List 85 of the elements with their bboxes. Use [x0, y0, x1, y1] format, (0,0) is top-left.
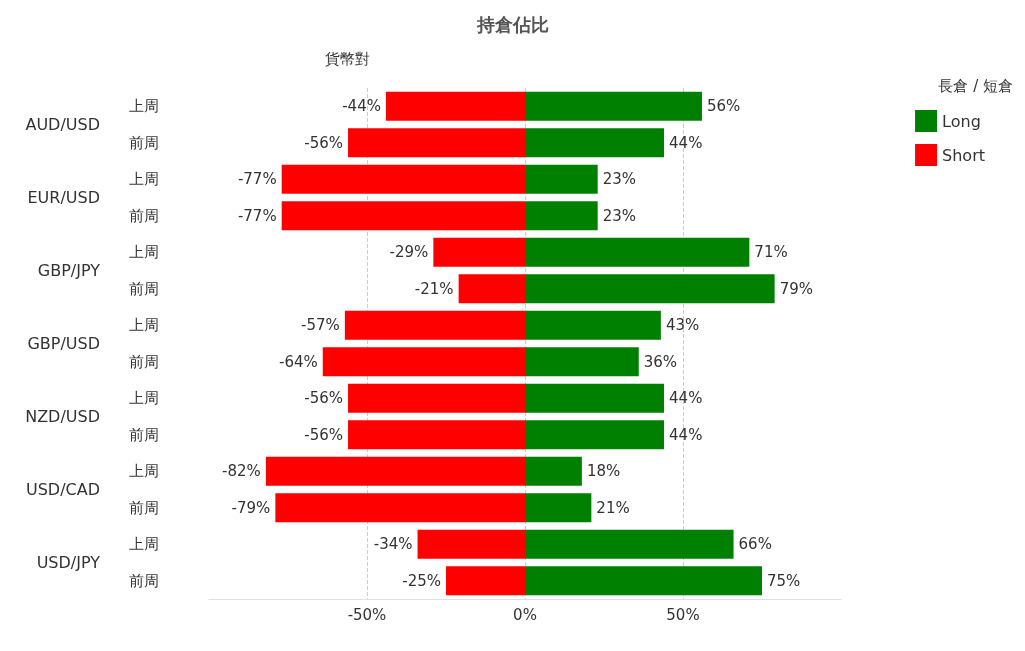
- data-label: -21%: [414, 279, 454, 298]
- bar: [281, 164, 525, 194]
- y-tick-label: 上周: [129, 462, 159, 481]
- bar: [525, 164, 598, 194]
- legend-label: Short: [942, 145, 985, 165]
- bar: [385, 91, 525, 121]
- bar: [265, 456, 525, 486]
- data-label: -56%: [304, 133, 344, 152]
- bar: [281, 201, 525, 231]
- data-label: -29%: [389, 243, 429, 262]
- data-label: 43%: [665, 316, 700, 335]
- y-tick-label: 上周: [129, 170, 159, 189]
- y-tick-label: 上周: [129, 389, 159, 408]
- text: GBP/JPY: [37, 261, 101, 280]
- bar: [525, 310, 661, 340]
- bar: [525, 237, 750, 267]
- text: EUR/USD: [27, 188, 100, 207]
- text: NZD/USD: [25, 407, 100, 426]
- bar: [525, 456, 582, 486]
- text: AUD/USD: [25, 115, 100, 134]
- legend-label: Long: [942, 111, 981, 131]
- bar: [525, 128, 665, 158]
- data-label: 23%: [602, 206, 637, 225]
- bar: [433, 237, 525, 267]
- data-label: 18%: [586, 462, 621, 481]
- y-tick-label: 前周: [129, 206, 159, 225]
- bar: [458, 274, 525, 304]
- y-tick-label: 前周: [129, 279, 159, 298]
- bar: [525, 383, 665, 413]
- data-label: 75%: [767, 571, 801, 590]
- data-label: 44%: [669, 133, 703, 152]
- bar: [344, 310, 525, 340]
- bar: [275, 493, 525, 523]
- y-tick-label: 上周: [129, 535, 159, 554]
- data-label: -34%: [373, 535, 413, 554]
- y-tick-label: 上周: [129, 243, 159, 262]
- bar: [348, 128, 525, 158]
- y-tick-label: 前周: [129, 498, 159, 517]
- text: USD/JPY: [36, 553, 101, 572]
- data-label: -77%: [237, 206, 277, 225]
- x-tick-label: 0%: [513, 605, 537, 624]
- data-label: -56%: [304, 389, 344, 408]
- y-tick-label: 前周: [129, 571, 159, 590]
- legend-title: 長倉 / 短倉: [938, 76, 1013, 95]
- y-tick-label: 上周: [129, 97, 159, 116]
- data-label: 44%: [669, 425, 703, 444]
- text: USD/CAD: [25, 480, 100, 499]
- data-label: -57%: [301, 316, 340, 335]
- bar: [525, 566, 762, 596]
- y-tick-label: 上周: [129, 316, 159, 335]
- y-tick-label: 前周: [129, 425, 159, 444]
- bar: [525, 274, 775, 304]
- x-tick-label: 50%: [666, 605, 700, 624]
- y-tick-label: 前周: [129, 352, 159, 371]
- data-label: 21%: [596, 498, 630, 517]
- data-label: -56%: [304, 425, 344, 444]
- bar: [525, 529, 734, 559]
- y-axis-title: 貨幣對: [325, 49, 370, 68]
- bar: [417, 529, 525, 559]
- bar: [446, 566, 525, 596]
- data-label: -79%: [231, 498, 271, 517]
- bar: [525, 201, 598, 231]
- data-label: 44%: [669, 389, 703, 408]
- bar: [525, 347, 639, 377]
- bar: [348, 383, 525, 413]
- data-label: 66%: [738, 535, 772, 554]
- data-label: 71%: [754, 243, 788, 262]
- data-label: 23%: [602, 170, 637, 189]
- y-tick-label: 前周: [129, 133, 159, 152]
- bar: [525, 91, 702, 121]
- data-label: -82%: [222, 462, 261, 481]
- data-label: -64%: [278, 352, 318, 371]
- bar: [525, 493, 592, 523]
- x-tick-label: -50%: [347, 605, 387, 624]
- data-label: -77%: [237, 170, 277, 189]
- bar: [322, 347, 525, 377]
- data-label: 56%: [706, 97, 741, 116]
- chart-title: 持倉佔比: [475, 13, 549, 35]
- data-label: 36%: [643, 352, 678, 371]
- data-label: 79%: [779, 279, 813, 298]
- data-label: -44%: [342, 97, 381, 116]
- data-label: -25%: [402, 571, 441, 590]
- text: GBP/USD: [27, 334, 100, 353]
- bar: [525, 420, 665, 450]
- bar: [348, 420, 525, 450]
